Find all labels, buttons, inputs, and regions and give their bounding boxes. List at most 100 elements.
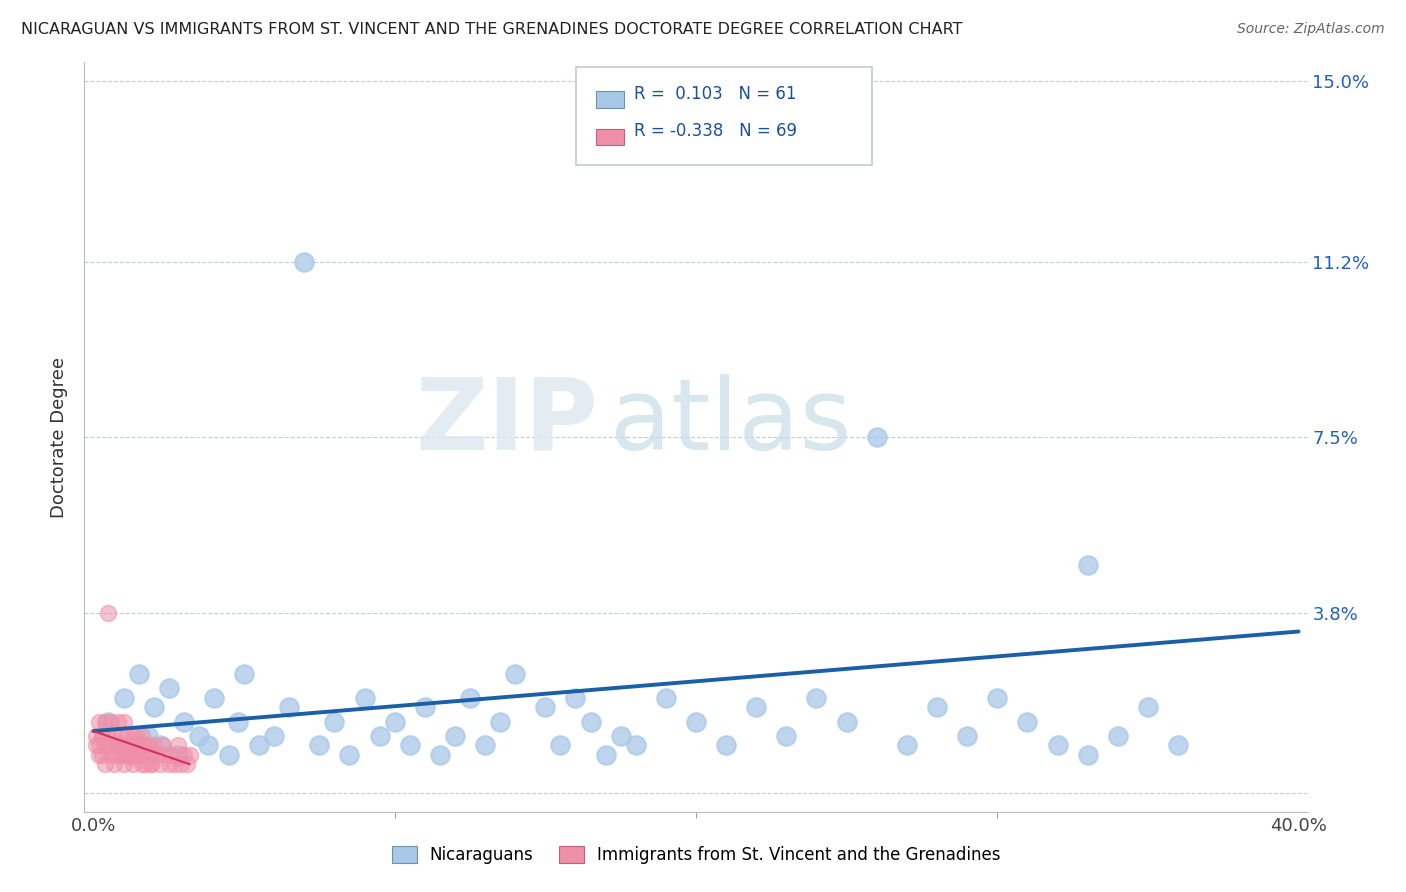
Point (173, 747, 195, 762)
Point (1017, 714, 1039, 729)
Point (107, 714, 129, 729)
Point (97, 729, 120, 743)
Point (163, 757, 186, 772)
Point (155, 747, 177, 762)
Point (1167, 739, 1189, 753)
Point (91, 747, 114, 762)
Point (1077, 747, 1099, 762)
Point (112, 690, 135, 705)
Point (97, 714, 120, 729)
Point (94, 739, 117, 753)
Point (91, 729, 114, 743)
Point (107, 739, 129, 753)
Point (139, 757, 162, 772)
Point (534, 700, 557, 714)
Point (624, 739, 647, 753)
Point (226, 714, 249, 729)
Point (866, 430, 889, 444)
Point (166, 747, 188, 762)
Point (112, 757, 135, 772)
Point (429, 747, 451, 762)
Text: ZIP: ZIP (415, 374, 598, 471)
Point (136, 729, 159, 743)
Point (118, 739, 141, 753)
Point (835, 714, 858, 729)
Point (103, 757, 125, 772)
Point (218, 747, 240, 762)
Text: R =  0.103   N = 61: R = 0.103 N = 61 (634, 85, 797, 103)
Point (550, 739, 572, 753)
Point (89, 714, 111, 729)
Point (160, 747, 183, 762)
Y-axis label: Doctorate Degree: Doctorate Degree (49, 357, 67, 517)
Point (86, 729, 108, 743)
Point (179, 747, 201, 762)
Point (100, 714, 122, 729)
Point (278, 700, 301, 714)
Point (1077, 558, 1099, 573)
Point (124, 747, 146, 762)
Point (579, 714, 602, 729)
Point (100, 739, 122, 753)
Point (128, 739, 150, 753)
Point (339, 747, 361, 762)
Point (714, 739, 737, 753)
Point (131, 757, 153, 772)
Point (474, 739, 496, 753)
Point (308, 739, 330, 753)
Point (745, 700, 768, 714)
Point (128, 667, 150, 681)
Point (124, 739, 146, 753)
Point (142, 739, 165, 753)
Point (121, 757, 143, 772)
Point (775, 729, 797, 743)
Point (121, 729, 143, 743)
Point (157, 681, 180, 696)
Point (956, 729, 979, 743)
Point (136, 747, 159, 762)
Point (247, 739, 270, 753)
Text: NICARAGUAN VS IMMIGRANTS FROM ST. VINCENT AND THE GRENADINES DOCTORATE DEGREE CO: NICARAGUAN VS IMMIGRANTS FROM ST. VINCEN… (21, 22, 963, 37)
Point (115, 729, 138, 743)
Text: atlas: atlas (610, 374, 852, 471)
Point (166, 739, 188, 753)
Point (131, 739, 153, 753)
Point (89, 747, 111, 762)
Point (134, 747, 156, 762)
Point (384, 714, 406, 729)
Point (89, 739, 111, 753)
Point (118, 747, 141, 762)
Point (103, 729, 125, 743)
Point (136, 747, 159, 762)
Point (925, 700, 948, 714)
Point (157, 757, 180, 772)
Point (110, 747, 132, 762)
Point (413, 700, 436, 714)
Point (136, 739, 159, 753)
Point (176, 757, 198, 772)
Point (128, 747, 150, 762)
Point (489, 714, 512, 729)
Point (353, 690, 375, 705)
Point (112, 739, 135, 753)
Point (149, 739, 172, 753)
Point (115, 739, 138, 753)
Point (197, 739, 219, 753)
Text: R = -0.338   N = 69: R = -0.338 N = 69 (634, 122, 797, 140)
Point (173, 714, 195, 729)
Point (149, 757, 172, 772)
Point (103, 747, 125, 762)
Point (170, 757, 193, 772)
Point (121, 739, 143, 753)
Point (444, 729, 467, 743)
Point (97, 606, 120, 620)
Point (110, 747, 132, 762)
Legend: Nicaraguans, Immigrants from St. Vincent and the Grenadines: Nicaraguans, Immigrants from St. Vincent… (385, 839, 1007, 871)
Point (94, 714, 117, 729)
Point (806, 690, 828, 705)
Point (100, 747, 122, 762)
Point (142, 700, 165, 714)
Point (134, 757, 156, 772)
Point (107, 739, 129, 753)
Point (896, 739, 918, 753)
